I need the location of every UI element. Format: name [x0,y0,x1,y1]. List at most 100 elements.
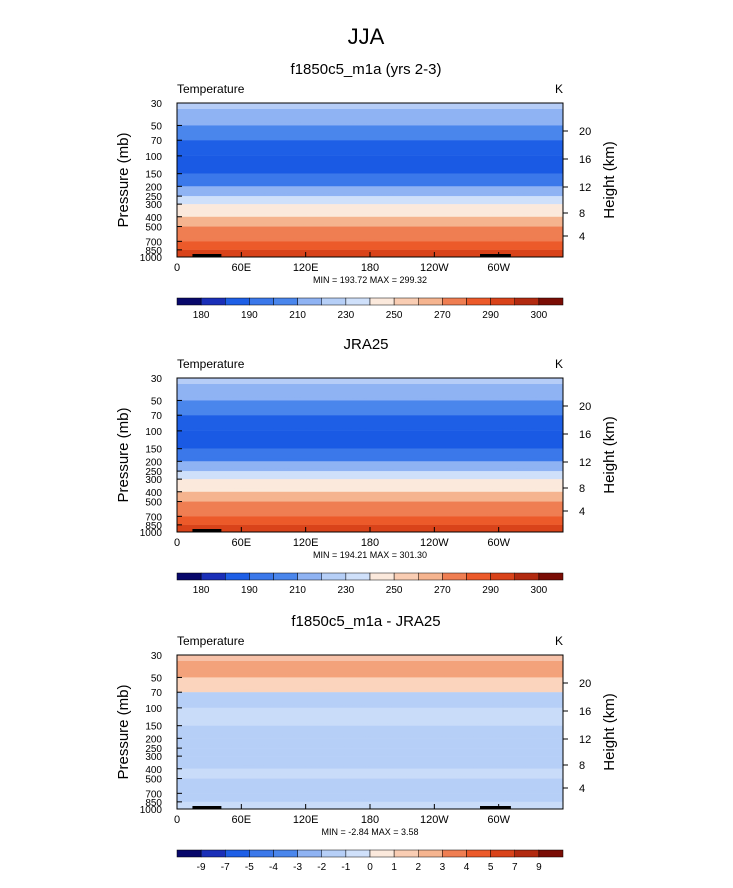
contour-band [177,155,563,174]
contour-band [177,501,563,517]
pressure-tick-label: 500 [145,775,162,786]
height-tick-label: 8 [579,483,585,495]
colorbar-label: 290 [482,585,499,596]
contour-band [177,226,563,242]
contour-band [177,692,563,708]
x-tick-label: 60E [232,537,252,549]
colorbar-swatch [514,849,540,858]
colorbar-label: 270 [434,585,451,596]
colorbar-swatch [442,849,467,858]
colorbar-label: -2 [317,862,326,873]
pressure-tick-label: 200 [145,734,162,745]
colorbar-swatch [393,297,419,306]
colorbar-swatch [200,572,226,581]
colorbar-label: 290 [482,310,499,321]
colorbar-label: 190 [241,310,258,321]
colorbar-label: 180 [193,585,210,596]
colorbar-swatch [249,572,274,581]
contour-band [177,461,563,472]
min-max-stats: MIN = 193.72 MAX = 299.32 [313,275,427,285]
height-tick-label: 8 [579,208,585,220]
colorbar-swatch [369,297,395,306]
x-tick-label: 120W [420,537,449,549]
pressure-tick-label: 250 [145,467,162,478]
contour-band [177,204,563,217]
x-tick-label: 180 [361,262,379,274]
colorbar-swatch [418,849,443,858]
colorbar-label: -5 [245,862,254,873]
pressure-tick-label: 50 [151,121,163,132]
units-label: K [555,82,563,96]
colorbar-label: 270 [434,310,451,321]
colorbar-swatch [345,849,371,858]
colorbar-label: 300 [531,310,548,321]
colorbar-swatch [273,572,298,581]
contour-band [177,103,563,126]
x-tick-label: 60W [487,537,510,549]
pressure-tick-label: 850 [145,246,162,257]
ylabel-right: Height (km) [601,141,618,219]
colorbar-label: 0 [367,862,373,873]
colorbar-label: 7 [512,862,518,873]
x-tick-label: 60W [487,262,510,274]
pressure-tick-label: 100 [145,427,162,438]
contour-band [177,479,563,492]
colorbar-swatch [538,297,564,306]
min-max-stats: MIN = 194.21 MAX = 301.30 [313,550,427,560]
colorbar-label: 4 [464,862,470,873]
panels: f1850c5_m1a (yrs 2-3)Temperature K3050701… [115,61,618,873]
colorbar-label: 230 [338,310,355,321]
height-tick-label: 12 [579,182,591,194]
pressure-tick-label: 1000 [140,253,163,264]
x-tick-label: 120E [293,262,319,274]
colorbar-label: 9 [536,862,542,873]
contour-band [177,378,563,401]
pressure-tick-label: 70 [151,136,163,147]
pressure-tick-label: 30 [151,374,163,385]
x-tick-label: 120W [420,814,449,826]
colorbar-swatch [490,572,515,581]
colorbar-swatch [418,297,443,306]
pressure-tick-label: 250 [145,744,162,755]
panel-title: f1850c5_m1a - JRA25 [291,613,440,630]
pressure-tick-label: 400 [145,765,162,776]
colorbar-label: 230 [338,585,355,596]
colorbar-swatch [466,572,491,581]
pressure-tick-label: 30 [151,99,163,110]
colorbar-label: -1 [341,862,350,873]
ylabel-right: Height (km) [601,693,618,771]
pressure-tick-label: 70 [151,411,163,422]
pressure-tick-label: 700 [145,512,162,523]
colorbar-label: -7 [221,862,230,873]
pressure-tick-label: 100 [145,704,162,715]
colorbar-swatch [297,572,322,581]
colorbar-swatch [273,297,298,306]
pressure-tick-label: 150 [145,722,162,733]
ylabel-right: Height (km) [601,416,618,494]
colorbar-label: 1 [391,862,397,873]
x-tick-label: 180 [361,814,379,826]
colorbar-swatch [393,849,419,858]
variable-label: Temperature [177,82,245,96]
colorbar-swatch [345,572,371,581]
pressure-tick-label: 150 [145,445,162,456]
height-tick-label: 12 [579,734,591,746]
band-wash [177,103,563,109]
colorbar-swatch [200,297,226,306]
colorbar-swatch [442,572,467,581]
colorbar-label: 2 [415,862,421,873]
band-wash [177,655,563,661]
panel-title: JRA25 [343,336,388,353]
topography [192,529,222,532]
pressure-tick-label: 250 [145,192,162,203]
x-tick-label: 120E [293,537,319,549]
contour-bands [176,103,564,257]
height-tick-label: 20 [579,678,591,690]
contour-band [177,400,563,416]
band-wash [177,378,563,384]
pressure-tick-label: 500 [145,223,162,234]
height-tick-label: 16 [579,706,591,718]
contour-band [177,778,563,794]
colorbar-swatch [297,297,322,306]
contour-band [177,738,563,749]
